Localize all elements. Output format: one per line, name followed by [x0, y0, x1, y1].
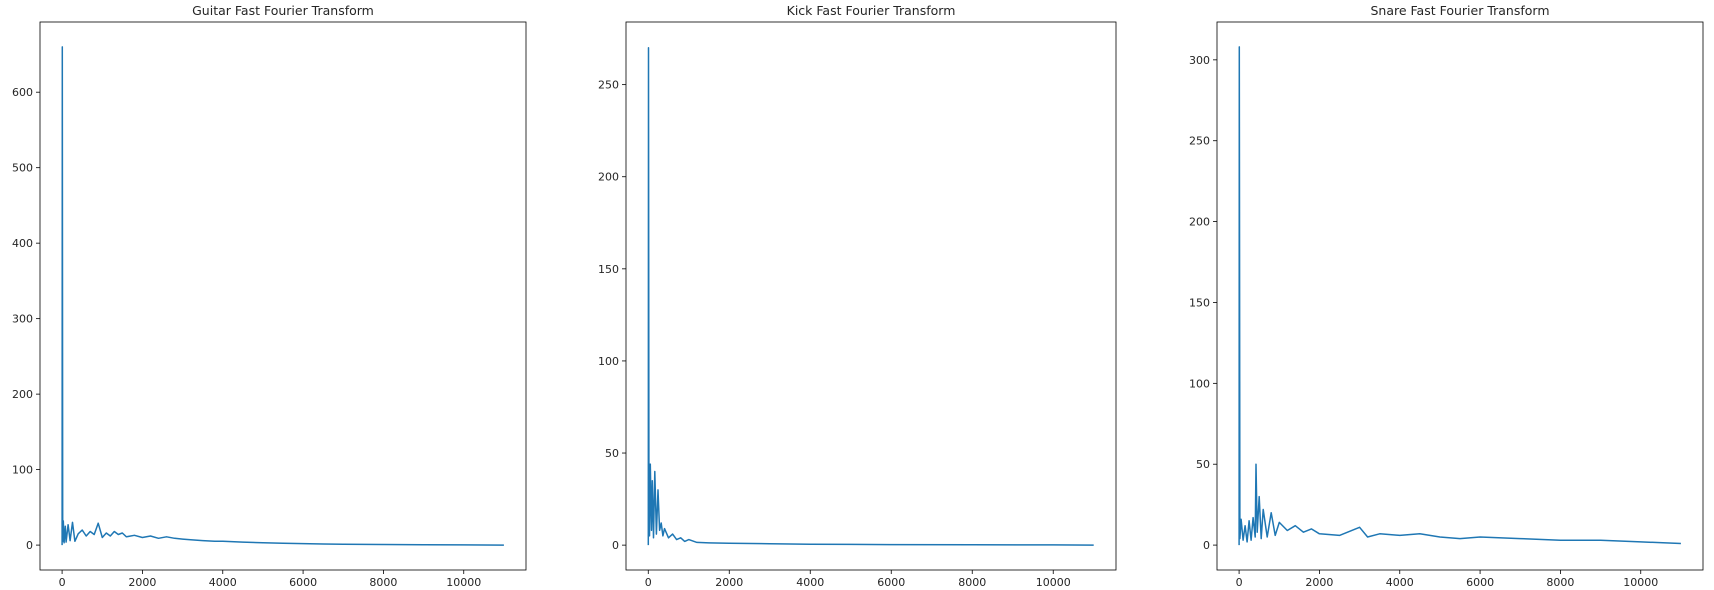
- x-tick-label: 2000: [128, 576, 156, 589]
- axes-frame: [39, 21, 527, 571]
- chart-title: Snare Fast Fourier Transform: [1370, 3, 1549, 18]
- y-tick-label: 250: [1189, 135, 1210, 148]
- x-tick-label: 4000: [209, 576, 237, 589]
- y-tick-label: 50: [605, 447, 619, 460]
- x-tick-label: 0: [645, 576, 652, 589]
- axes-frame: [1216, 21, 1704, 571]
- y-tick-label: 500: [12, 162, 33, 175]
- y-tick-label: 600: [12, 86, 33, 99]
- x-tick-label: 8000: [958, 576, 986, 589]
- chart-title: Kick Fast Fourier Transform: [787, 3, 956, 18]
- y-tick-label: 200: [12, 388, 33, 401]
- x-tick-label: 0: [1236, 576, 1243, 589]
- x-tick-label: 6000: [877, 576, 905, 589]
- x-tick-label: 10000: [446, 576, 481, 589]
- x-tick-label: 0: [59, 576, 66, 589]
- series-line: [61, 46, 504, 546]
- x-tick-label: 10000: [1036, 576, 1071, 589]
- y-tick-label: 0: [612, 539, 619, 552]
- series-line: [1238, 46, 1681, 546]
- x-tick-label: 10000: [1623, 576, 1658, 589]
- y-tick-label: 150: [1189, 296, 1210, 309]
- y-tick-label: 200: [1189, 216, 1210, 229]
- y-tick-label: 50: [1196, 458, 1210, 471]
- y-tick-label: 300: [1189, 54, 1210, 67]
- y-tick-label: 100: [12, 464, 33, 477]
- y-tick-label: 250: [598, 79, 619, 92]
- y-tick-label: 0: [1203, 539, 1210, 552]
- chart-title: Guitar Fast Fourier Transform: [192, 3, 374, 18]
- x-tick-label: 8000: [1546, 576, 1574, 589]
- x-tick-label: 8000: [369, 576, 397, 589]
- x-tick-label: 2000: [715, 576, 743, 589]
- axes-frame: [625, 21, 1117, 571]
- x-tick-label: 4000: [796, 576, 824, 589]
- x-tick-label: 6000: [289, 576, 317, 589]
- y-tick-label: 400: [12, 237, 33, 250]
- y-tick-label: 100: [598, 355, 619, 368]
- x-tick-label: 2000: [1305, 576, 1333, 589]
- y-tick-label: 300: [12, 313, 33, 326]
- y-tick-label: 200: [598, 171, 619, 184]
- y-tick-label: 150: [598, 263, 619, 276]
- y-tick-label: 100: [1189, 377, 1210, 390]
- x-tick-label: 4000: [1386, 576, 1414, 589]
- series-line: [647, 47, 1094, 546]
- y-tick-label: 0: [26, 539, 33, 552]
- x-tick-label: 6000: [1466, 576, 1494, 589]
